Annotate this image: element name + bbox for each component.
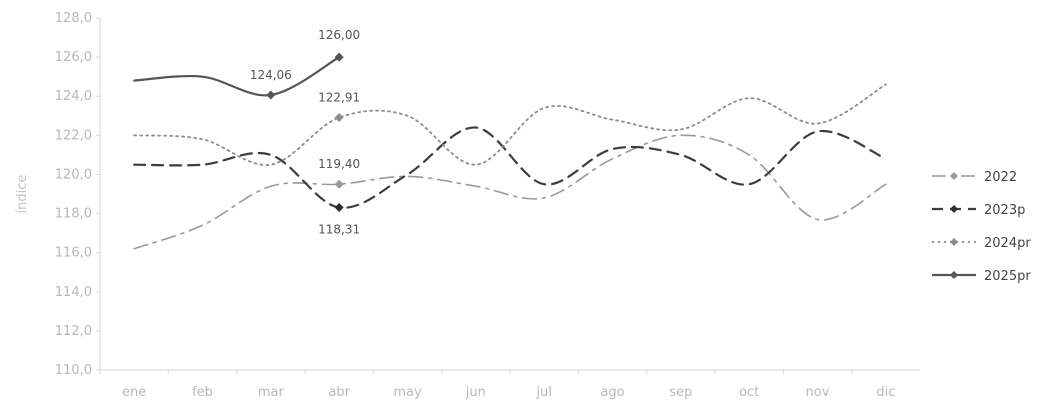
x-tick-label: may: [393, 385, 422, 400]
legend: 2022 2023p 2024pr 2025pr: [932, 170, 1031, 284]
x-tick-label: mar: [258, 385, 285, 400]
data-label: 119,40: [318, 157, 360, 171]
data-label: 126,00: [318, 28, 360, 42]
legend-marker: [950, 172, 958, 180]
x-tick-label: sep: [669, 385, 692, 400]
plot-area: [133, 52, 887, 250]
data-point-marker: [334, 52, 344, 62]
data-label: 124,06: [250, 68, 292, 82]
y-tick-label: 112,0: [55, 324, 92, 339]
legend-marker: [950, 205, 958, 213]
data-point-marker: [334, 202, 344, 212]
legend-label: 2023p: [984, 203, 1025, 218]
legend-marker: [950, 238, 958, 246]
y-axis-title: índice: [15, 175, 30, 214]
x-tick-label: jun: [465, 385, 486, 400]
y-tick-label: 128,0: [55, 11, 92, 26]
y-tick-label: 110,0: [55, 363, 92, 378]
x-tick-label: dic: [876, 385, 895, 400]
y-tick-label: 122,0: [55, 128, 92, 143]
y-tick-label: 126,0: [55, 50, 92, 65]
x-tick-label: ene: [122, 385, 146, 400]
data-point-marker: [266, 90, 276, 100]
y-tick-label: 118,0: [55, 207, 92, 222]
series-line-2022: [133, 134, 887, 250]
y-tick-label: 120,0: [55, 167, 92, 182]
x-tick-label: jul: [535, 385, 551, 400]
series-line-2024pr: [133, 83, 887, 166]
y-tick-label: 116,0: [55, 246, 92, 261]
data-point-marker: [334, 113, 344, 123]
y-tick-label: 124,0: [55, 89, 92, 104]
data-label: 118,31: [318, 222, 360, 236]
legend-label: 2024pr: [984, 236, 1031, 251]
series-line-2023p: [133, 126, 887, 209]
data-point-marker: [334, 179, 344, 189]
data-label: 122,91: [318, 91, 360, 105]
chart-axes: 110,0 112,0 114,0 116,0 118,0 120,0 122,0 124,0…: [15, 11, 920, 400]
x-tick-label: nov: [806, 385, 830, 400]
x-tick-label: oct: [739, 385, 759, 400]
legend-label: 2025pr: [984, 269, 1031, 284]
x-tick-label: abr: [328, 385, 350, 400]
y-tick-label: 114,0: [55, 285, 92, 300]
x-tick-label: ago: [600, 385, 624, 400]
legend-label: 2022: [984, 170, 1017, 185]
x-tick-label: feb: [192, 385, 213, 400]
data-labels: 126,00 124,06 122,91 119,40 118,31: [250, 28, 360, 236]
legend-marker: [950, 271, 958, 279]
series-line-2025pr: [133, 56, 341, 97]
